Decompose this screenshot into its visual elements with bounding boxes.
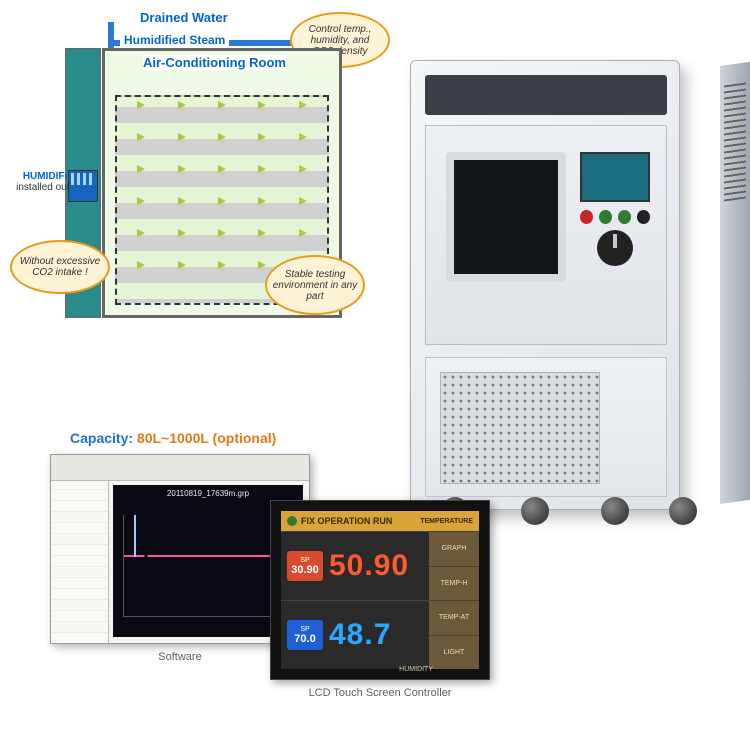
- lcd-header-text: FIX OPERATION RUN: [301, 516, 392, 526]
- caster-wheel: [669, 497, 697, 525]
- caster-wheel: [521, 497, 549, 525]
- lcd-controller-screenshot: FIX OPERATION RUN TEMPERATURE SP 30.90 5…: [270, 500, 490, 680]
- software-chart-plot: [123, 515, 293, 617]
- hum-sp-value: 70.0: [294, 633, 315, 645]
- test-chamber-machine: [390, 60, 720, 540]
- hum-setpoint[interactable]: SP 70.0: [287, 620, 323, 650]
- lcd-hum-tag: HUMIDITY: [399, 666, 433, 673]
- callout-co2: Without excessive CO2 intake !: [10, 240, 110, 294]
- temp-sp-value: 30.90: [291, 564, 319, 576]
- indicator-green: [599, 210, 612, 224]
- lcd-btn-graph[interactable]: GRAPH: [429, 531, 479, 566]
- caster-wheel: [601, 497, 629, 525]
- label-ac-room: Air-Conditioning Room: [143, 55, 286, 70]
- machine-door: [425, 125, 667, 345]
- indicator-black: [637, 210, 650, 224]
- capacity-value: 80L~1000L (optional): [137, 430, 276, 446]
- humidifier-diagram: Drained Water Humidified Steam Control t…: [10, 10, 390, 340]
- lcd-btn-temp-h[interactable]: TEMP-H: [429, 566, 479, 601]
- lcd-btn-light[interactable]: LIGHT: [429, 635, 479, 670]
- top-control-strip: [425, 75, 667, 115]
- humidity-row: SP 70.0 48.7 HUMIDITY: [281, 600, 429, 669]
- indicator-green: [618, 210, 631, 224]
- sp-label: SP: [300, 626, 309, 633]
- software-data-list: [51, 481, 109, 643]
- indicator-row: [580, 210, 650, 224]
- lower-compartment: [425, 357, 667, 497]
- ventilation-grille: [440, 372, 600, 484]
- panel-lcd[interactable]: [580, 152, 650, 202]
- humidity-value: 48.7: [329, 618, 391, 652]
- lcd-screen: FIX OPERATION RUN TEMPERATURE SP 30.90 5…: [281, 511, 479, 669]
- software-chart-title: 20110819_17639m.grp: [113, 485, 303, 498]
- indicator-red: [580, 210, 593, 224]
- lcd-header: FIX OPERATION RUN TEMPERATURE: [281, 511, 479, 531]
- humidifier-unit: [68, 170, 98, 202]
- lcd-temp-tag: TEMPERATURE: [420, 518, 473, 525]
- software-toolbar: [51, 455, 309, 481]
- lcd-side-buttons: GRAPH TEMP-H TEMP-AT LIGHT: [429, 531, 479, 669]
- lcd-btn-temp-at[interactable]: TEMP-AT: [429, 600, 479, 635]
- label-drained-water: Drained Water: [140, 10, 228, 25]
- capacity-label: Capacity:: [70, 430, 137, 446]
- viewing-window: [446, 152, 566, 282]
- control-panel: [580, 152, 650, 302]
- run-indicator-icon: [287, 516, 297, 526]
- side-vents: [724, 78, 746, 201]
- lcd-caption: LCD Touch Screen Controller: [271, 687, 489, 699]
- capacity-line: Capacity: 80L~1000L (optional): [70, 430, 276, 446]
- machine-body: [410, 60, 680, 510]
- sp-label: SP: [300, 557, 309, 564]
- label-humidified-steam: Humidified Steam: [120, 32, 229, 48]
- temp-setpoint[interactable]: SP 30.90: [287, 551, 323, 581]
- temperature-value: 50.90: [329, 549, 409, 583]
- control-dial[interactable]: [597, 230, 633, 266]
- temperature-row: SP 30.90 50.90: [281, 531, 429, 600]
- callout-stable: Stable testing environment in any part: [265, 255, 365, 315]
